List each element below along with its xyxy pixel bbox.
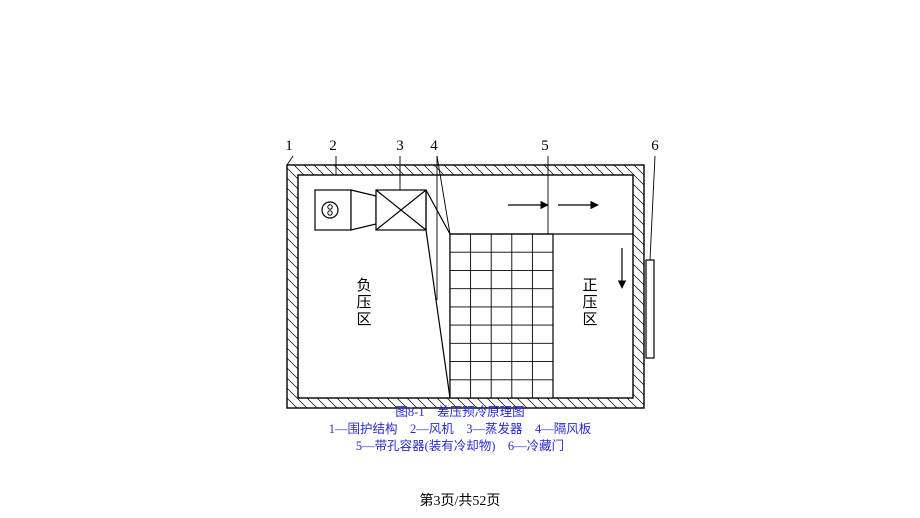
svg-text:正压区: 正压区 xyxy=(582,278,597,328)
figure-caption: 图8-1 差压预冷原理图 1—围护结构 2—风机 3—蒸发器 4—隔风板 5—带… xyxy=(0,404,920,455)
caption-title: 图8-1 差压预冷原理图 xyxy=(395,405,524,419)
svg-text:4: 4 xyxy=(430,138,438,154)
svg-text:2: 2 xyxy=(329,138,337,154)
page-footer: 第3页/共52页 xyxy=(0,490,920,510)
caption-legend-1: 1—围护结构 2—风机 3—蒸发器 4—隔风板 xyxy=(329,422,592,436)
svg-text:5: 5 xyxy=(541,138,549,154)
page-number: 第3页/共52页 xyxy=(420,494,501,509)
svg-text:负压区: 负压区 xyxy=(356,277,371,328)
svg-text:6: 6 xyxy=(651,138,659,154)
svg-text:1: 1 xyxy=(285,138,293,154)
svg-text:3: 3 xyxy=(396,138,404,154)
caption-legend-2: 5—带孔容器(装有冷却物) 6—冷藏门 xyxy=(356,439,564,453)
